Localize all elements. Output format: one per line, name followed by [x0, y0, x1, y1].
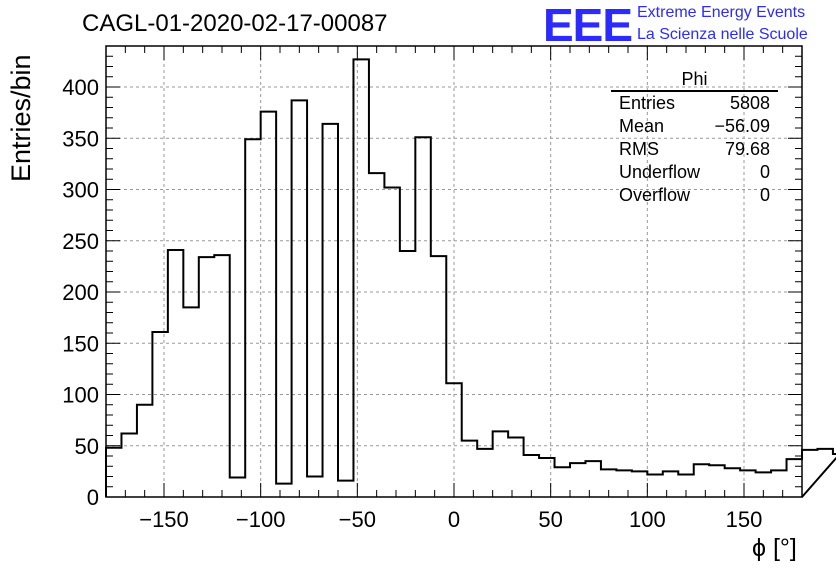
logo-line-2: La Scienza nelle Scuole	[637, 26, 808, 43]
histogram-bin	[276, 484, 291, 497]
histogram-bin	[508, 438, 523, 497]
histogram-bin	[632, 471, 647, 497]
grid-layer	[106, 46, 802, 497]
histogram-bin	[384, 187, 399, 497]
histogram-bin	[214, 255, 229, 497]
histogram-bin	[709, 465, 724, 497]
histogram-bin	[462, 441, 477, 497]
y-tick-label: 150	[62, 331, 99, 356]
x-tick-label: −100	[236, 507, 286, 532]
histogram-bin	[415, 137, 430, 497]
y-tick-label: 100	[62, 383, 99, 408]
histogram-bin	[106, 448, 121, 497]
histogram-bin	[694, 464, 709, 497]
stats-value: 0	[759, 185, 770, 205]
histogram-bin	[199, 257, 214, 497]
y-tick-label: 50	[75, 434, 99, 459]
histogram-bin	[817, 449, 832, 497]
stats-row-entries: Entries 5808	[611, 92, 778, 115]
x-tick-label: 150	[726, 507, 763, 532]
y-tick-label: 400	[62, 75, 99, 100]
stats-label: Mean	[619, 116, 665, 136]
histogram-bin	[431, 256, 446, 497]
y-tick-label: 250	[62, 229, 99, 254]
histogram-bin	[771, 470, 786, 497]
histogram-outline	[105, 58, 836, 498]
histogram-bin	[539, 458, 554, 497]
y-tick-label: 300	[62, 178, 99, 203]
stats-label: Overflow	[619, 185, 691, 205]
histogram-bin	[585, 461, 600, 497]
x-tick-label: 50	[538, 507, 562, 532]
histogram-bin	[353, 59, 368, 497]
x-tick-label: −50	[339, 507, 376, 532]
histogram-bin	[616, 470, 631, 497]
histogram-bin	[493, 431, 508, 497]
stats-value: 0	[759, 162, 770, 182]
histogram-bin	[261, 112, 276, 497]
stats-row-mean: Mean −56.09	[611, 115, 778, 138]
x-tick-label: 0	[448, 507, 460, 532]
x-tick-label: 100	[629, 507, 666, 532]
histogram-bin	[183, 307, 198, 497]
histogram-bin	[245, 139, 260, 497]
x-tick-label: −150	[139, 507, 189, 532]
histogram-bin	[725, 468, 740, 497]
stats-label: Underflow	[619, 162, 701, 182]
stats-box: Phi Entries 5808 Mean −56.09 RMS 79.68 U…	[611, 68, 778, 207]
stats-row-underflow: Underflow 0	[611, 161, 778, 184]
histogram-bin	[137, 405, 152, 497]
histogram-bin	[663, 471, 678, 497]
histogram-bin	[647, 474, 662, 497]
histogram-bin	[121, 433, 136, 497]
histogram-bin	[369, 173, 384, 497]
y-tick-label: 200	[62, 280, 99, 305]
stats-title: Phi	[611, 68, 778, 92]
x-axis-label: ϕ [°]	[752, 534, 797, 562]
histogram-bin	[307, 477, 322, 498]
histogram-bin	[570, 463, 585, 497]
histogram-bin	[230, 478, 245, 497]
histogram-bin	[740, 470, 755, 497]
stats-value: 79.68	[724, 139, 770, 159]
histogram-layer	[105, 58, 836, 498]
histogram-bin	[292, 100, 307, 497]
y-tick-label: 0	[87, 485, 99, 510]
histogram-bin	[802, 450, 817, 497]
histogram-bin	[152, 332, 167, 497]
axis-layer: −150 −100 −50 0 50 100 150 0 50 100 150 200 250 300 35…	[62, 45, 803, 532]
eee-logo: EEE	[543, 0, 633, 51]
stats-value: 5808	[729, 93, 770, 113]
histogram-bin	[555, 467, 570, 497]
histogram-bin	[168, 250, 183, 497]
histogram-bin	[323, 124, 338, 497]
stats-row-overflow: Overflow 0	[611, 184, 778, 207]
histogram-bin	[338, 481, 353, 497]
histogram-bin	[446, 383, 461, 497]
histogram-bin	[400, 251, 415, 497]
chart-title: CAGL-01-2020-02-17-00087	[82, 10, 388, 37]
stats-label: Entries	[619, 93, 676, 113]
logo-line-1: Extreme Energy Events	[637, 4, 806, 21]
histogram-bin	[787, 459, 802, 497]
stats-row-rms: RMS 79.68	[611, 138, 778, 161]
histogram-bin	[477, 449, 492, 497]
stats-value: −56.09	[714, 116, 770, 136]
y-tick-label: 350	[62, 126, 99, 151]
stats-label: RMS	[619, 139, 659, 159]
y-axis-label: Entries/bin	[6, 54, 36, 182]
